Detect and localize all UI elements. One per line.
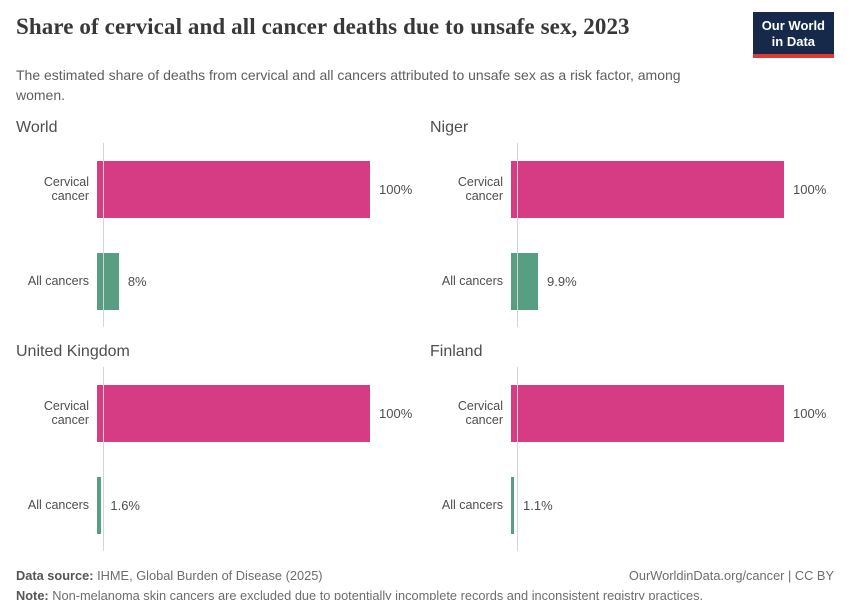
bar-cervical-cancer (511, 385, 784, 443)
footer: Data source: IHME, Global Burden of Dise… (16, 568, 834, 600)
panel-title: United Kingdom (16, 343, 130, 361)
bar-row-all-cancers: All cancers 1.1% (430, 477, 834, 535)
value-label: 1.1% (523, 498, 553, 514)
category-label: All cancers (441, 274, 503, 288)
category-label: All cancers (441, 498, 503, 512)
bar-row-cervical: Cervical cancer 100% (430, 385, 834, 443)
category-label: Cervical cancer (457, 175, 503, 203)
data-source-label: Data source: (16, 568, 94, 584)
chart-panel-niger: Niger Cervical cancer 100% All cancers 9… (430, 119, 834, 328)
category-label: All cancers (27, 498, 89, 512)
value-label: 100% (379, 406, 413, 422)
owid-logo-line2: in Data (771, 33, 816, 49)
y-axis-line (517, 367, 518, 552)
panel-title: Niger (430, 119, 469, 137)
value-label: 8% (127, 274, 147, 290)
panel-chart: Cervical cancer 100% All cancers 8% (16, 143, 420, 328)
owid-logo-line1: Our World (761, 18, 825, 33)
y-axis-line (517, 143, 518, 328)
bar-cervical-cancer (97, 385, 370, 443)
bar-row-cervical: Cervical cancer 100% (16, 385, 420, 443)
bar-row-all-cancers: All cancers 8% (16, 253, 420, 311)
bar-all-cancers (97, 477, 102, 535)
category-label: Cervical cancer (457, 399, 503, 427)
owid-cc-by-link[interactable]: OurWorldinData.org/cancer | CC BY (628, 568, 834, 584)
bar-cervical-cancer (97, 161, 370, 219)
category-label: Cervical cancer (43, 175, 89, 203)
chart-subtitle: The estimated share of deaths from cervi… (16, 67, 681, 103)
panel-chart: Cervical cancer 100% All cancers 9.9% (430, 143, 834, 328)
bar-all-cancers (511, 253, 539, 311)
note-label: Note: (16, 588, 49, 600)
chart-panel-finland: Finland Cervical cancer 100% All cancers… (430, 343, 834, 552)
chart-panel-united-kingdom: United Kingdom Cervical cancer 100% All … (16, 343, 420, 552)
category-label: All cancers (27, 274, 89, 288)
bar-row-cervical: Cervical cancer 100% (16, 161, 420, 219)
panel-chart: Cervical cancer 100% All cancers 1.1% (430, 367, 834, 552)
value-label: 9.9% (547, 274, 577, 290)
value-label: 100% (793, 182, 827, 198)
bar-row-cervical: Cervical cancer 100% (430, 161, 834, 219)
panel-chart: Cervical cancer 100% All cancers 1.6% (16, 367, 420, 552)
value-label: 100% (379, 182, 413, 198)
note-line: Note: Non-melanoma skin cancers are excl… (16, 588, 834, 600)
header: Share of cervical and all cancer deaths … (16, 12, 834, 59)
panel-title: Finland (430, 343, 483, 361)
value-label: 1.6% (110, 498, 140, 514)
chart-panel-world: World Cervical cancer 100% All cancers 8… (16, 119, 420, 328)
data-source-text: IHME, Global Burden of Disease (2025) (97, 568, 323, 584)
bar-all-cancers (511, 477, 514, 535)
page-title: Share of cervical and all cancer deaths … (16, 14, 630, 39)
bar-row-all-cancers: All cancers 9.9% (430, 253, 834, 311)
y-axis-line (103, 143, 104, 328)
bar-row-all-cancers: All cancers 1.6% (16, 477, 420, 535)
small-multiples-grid: World Cervical cancer 100% All cancers 8… (16, 119, 834, 552)
panel-title: World (16, 119, 58, 137)
note-text: Non-melanoma skin cancers are excluded d… (52, 588, 704, 600)
y-axis-line (103, 367, 104, 552)
bar-cervical-cancer (511, 161, 784, 219)
owid-logo: Our World in Data (752, 12, 834, 59)
bar-all-cancers (97, 253, 119, 311)
value-label: 100% (793, 406, 827, 422)
category-label: Cervical cancer (43, 399, 89, 427)
data-source-line: Data source: IHME, Global Burden of Dise… (16, 568, 323, 583)
